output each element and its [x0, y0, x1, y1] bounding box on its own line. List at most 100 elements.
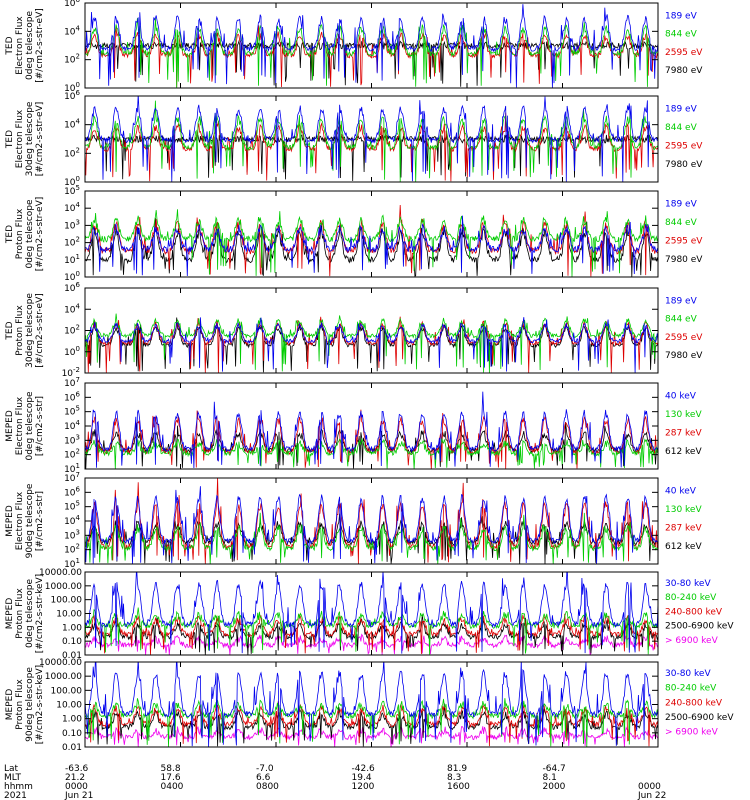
panel-4-frame [84, 287, 659, 374]
legend-entry: 287 keV [665, 428, 702, 438]
y-tick-label: 103 [64, 433, 80, 446]
legend-entry: 844 eV [665, 30, 698, 40]
y-tick-label: 1000.00 [45, 672, 82, 682]
y-axis-label: [#/cm2-s-str-eV] [35, 197, 45, 272]
x-tick-label: -63.6 [65, 764, 89, 774]
y-axis-label: 90deg telescope [25, 667, 35, 742]
y-tick-label: 106 [64, 485, 80, 498]
series-line-4-4 [85, 317, 658, 373]
y-axis-label: 90deg telescope [25, 483, 35, 558]
y-tick-label: 104 [64, 24, 80, 37]
series-line-3-1 [85, 217, 658, 277]
series-line-5-1 [85, 422, 658, 469]
y-axis-label: Electron Flux [15, 396, 25, 455]
y-axis-label: 0deg telescope [25, 391, 35, 461]
y-tick-label: 100 [64, 270, 80, 283]
panel-6-traces [85, 478, 658, 564]
x-tick-label: 0800 [256, 782, 279, 792]
y-tick-label: 0.10 [62, 729, 82, 739]
y-axis-label: MEPED [5, 598, 15, 630]
y-tick-label: 102 [64, 146, 80, 159]
y-tick-label: 102 [64, 543, 80, 556]
legend-entry: 7980 eV [665, 351, 703, 361]
legend-entry: 844 eV [665, 315, 698, 325]
y-tick-label: 100 [64, 81, 80, 94]
y-tick-label: 1000.00 [45, 582, 82, 592]
y-tick-label: 106 [64, 89, 80, 102]
y-tick-label: 107 [64, 471, 80, 484]
series-line-1-4 [85, 4, 658, 88]
x-row-label: Lat [4, 764, 19, 774]
x-tick-label: 58.8 [161, 764, 181, 774]
y-axis-label: [#/cm2-s-str-keV] [35, 665, 45, 744]
y-tick-label: 104 [64, 201, 80, 214]
legend-entry: 30-80 keV [665, 579, 711, 589]
legend-entry: 612 keV [665, 447, 702, 457]
y-tick-label: 104 [64, 302, 80, 315]
y-axis-label: Proton Flux [15, 305, 25, 356]
legend-entry: 2595 eV [665, 333, 703, 343]
y-axis-label: 30deg telescope [25, 101, 35, 176]
x-tick-label: 19.4 [352, 773, 372, 783]
y-tick-label: 10-2 [62, 366, 80, 379]
y-axis-label: MEPED [5, 689, 15, 721]
y-tick-label: 104 [64, 514, 80, 527]
panel-2-traces [85, 96, 658, 182]
series-line-7-1 [85, 633, 658, 655]
legend-entry: 7980 eV [665, 66, 703, 76]
series-line-6-4 [85, 486, 658, 564]
legend-entry: 844 eV [665, 218, 698, 228]
x-tick-label: 0400 [161, 782, 184, 792]
y-tick-label: 104 [64, 419, 80, 432]
panel-5-traces [85, 391, 658, 469]
panel-8 [84, 661, 659, 748]
legend-entry: 40 keV [665, 486, 697, 496]
panel-1-traces [85, 4, 658, 88]
legend-entry: 2595 eV [665, 236, 703, 246]
x-tick-label: -64.7 [543, 764, 566, 774]
panel-8-traces [85, 662, 658, 747]
y-tick-label: 100.00 [51, 596, 83, 606]
legend-entry: 844 eV [665, 123, 698, 133]
y-tick-label: 103 [64, 528, 80, 541]
y-tick-label: 101 [64, 253, 80, 266]
y-axis-label: TED [5, 225, 15, 244]
y-axis-label: Proton Flux [15, 588, 25, 639]
panel-3-traces [85, 204, 658, 277]
series-line-2-4 [85, 96, 658, 182]
x-row-label: MLT [4, 773, 22, 783]
y-tick-label: 104 [64, 118, 80, 131]
panel-7-traces [85, 572, 658, 655]
y-tick-label: 100.00 [51, 686, 83, 696]
series-line-8-1 [85, 725, 658, 747]
series-line-7-5 [85, 572, 658, 654]
y-axis-label: [#/cm2-s-str] [35, 396, 45, 456]
panel-4 [84, 287, 659, 374]
legend-entry: 7980 eV [665, 160, 703, 170]
y-tick-label: 105 [64, 405, 80, 418]
series-line-1-2 [85, 25, 658, 88]
series-line-6-3 [85, 512, 658, 564]
y-tick-label: 105 [64, 184, 80, 197]
series-line-4-3 [85, 313, 658, 373]
legend-entry: 240-800 keV [665, 607, 723, 617]
y-axis-label: Electron Flux [15, 491, 25, 550]
x-tick-label: 1600 [447, 782, 470, 792]
y-tick-label: 10000.00 [39, 568, 82, 578]
series-line-8-4 [85, 698, 658, 747]
y-tick-label: 10.00 [56, 610, 82, 620]
y-tick-label: 106 [64, 0, 80, 9]
legend-entry: 2500-6900 keV [665, 622, 734, 632]
y-axis-label: MEPED [5, 410, 15, 442]
legend-entry: 80-240 keV [665, 684, 717, 694]
y-axis-label: 0deg telescope [25, 199, 35, 269]
legend-entry: 30-80 keV [665, 669, 711, 679]
legend-entry: 240-800 keV [665, 698, 723, 708]
panel-5 [84, 382, 659, 470]
y-axis-label: 0deg telescope [25, 11, 35, 81]
panel-7 [84, 571, 659, 656]
x-tick-label: 2000 [543, 782, 566, 792]
y-tick-label: 0.01 [62, 651, 82, 661]
series-line-2-1 [85, 133, 658, 182]
